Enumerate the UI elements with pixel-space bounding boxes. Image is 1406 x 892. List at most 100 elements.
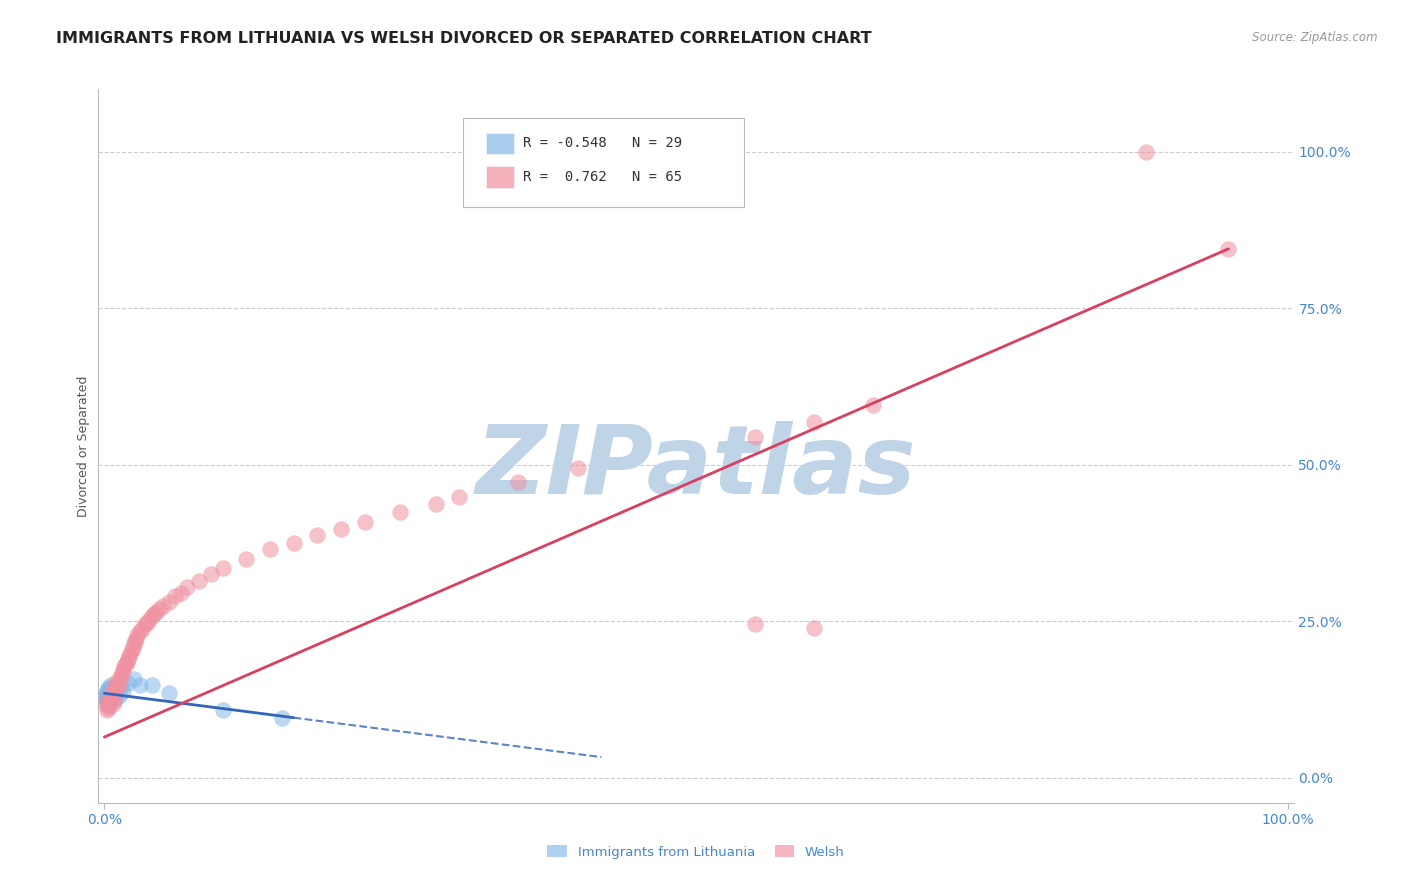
Point <box>803 621 825 635</box>
Point <box>148 601 170 615</box>
Point <box>125 632 148 646</box>
Point <box>97 692 120 706</box>
Point <box>101 684 124 698</box>
Y-axis label: Divorced or Separated: Divorced or Separated <box>77 376 90 516</box>
Point <box>104 690 127 705</box>
Point <box>143 607 166 621</box>
Point <box>107 678 129 692</box>
Point <box>115 655 138 669</box>
Point <box>108 672 131 686</box>
Point <box>114 657 136 671</box>
Point <box>100 690 122 705</box>
FancyBboxPatch shape <box>485 133 515 154</box>
Point <box>270 711 292 725</box>
Point <box>121 642 143 657</box>
Text: R =  0.762   N = 65: R = 0.762 N = 65 <box>523 170 682 184</box>
Point <box>105 673 128 688</box>
Point <box>97 681 120 696</box>
Point <box>744 617 766 632</box>
Point <box>122 672 145 686</box>
Point <box>103 681 125 696</box>
Point <box>307 528 329 542</box>
Point <box>235 551 257 566</box>
Point <box>157 686 180 700</box>
Point <box>98 690 121 704</box>
Point <box>353 516 375 530</box>
Point <box>111 665 134 680</box>
Point <box>134 617 156 632</box>
Point <box>117 675 139 690</box>
Point <box>200 567 222 582</box>
Point <box>105 684 128 698</box>
Point <box>567 461 589 475</box>
Point <box>170 586 193 600</box>
Point <box>128 678 150 692</box>
Point <box>283 536 305 550</box>
Point <box>110 680 132 694</box>
Point <box>94 692 117 706</box>
Point <box>110 669 132 683</box>
Point <box>1218 242 1240 256</box>
Point <box>121 640 143 655</box>
Point <box>259 542 281 557</box>
Point <box>145 605 167 619</box>
Point <box>141 609 163 624</box>
Point <box>96 694 118 708</box>
Point <box>188 574 211 588</box>
Point <box>94 686 117 700</box>
Point <box>97 700 120 714</box>
Point <box>98 688 121 702</box>
Point <box>152 599 174 613</box>
Point <box>101 697 124 711</box>
Text: Source: ZipAtlas.com: Source: ZipAtlas.com <box>1253 31 1378 45</box>
Point <box>97 697 120 711</box>
Point <box>103 680 125 694</box>
Point <box>100 685 122 699</box>
Point <box>94 690 117 704</box>
Point <box>100 678 122 692</box>
Point <box>98 690 121 705</box>
Point <box>744 429 766 443</box>
Point <box>141 678 163 692</box>
Point <box>104 692 127 706</box>
FancyBboxPatch shape <box>485 166 515 187</box>
Point <box>1135 145 1157 159</box>
Point <box>96 690 118 705</box>
Legend: Immigrants from Lithuania, Welsh: Immigrants from Lithuania, Welsh <box>541 840 851 864</box>
Point <box>862 398 884 412</box>
Point <box>136 615 159 630</box>
Text: ZIPatlas: ZIPatlas <box>475 421 917 514</box>
FancyBboxPatch shape <box>463 118 744 207</box>
Point <box>98 696 121 710</box>
Point <box>425 497 447 511</box>
Point <box>211 703 233 717</box>
Point <box>157 595 180 609</box>
Point <box>98 694 121 708</box>
Point <box>97 688 120 702</box>
Point <box>114 659 136 673</box>
Point <box>120 647 142 661</box>
Point <box>138 613 160 627</box>
Point <box>211 561 233 575</box>
Point <box>117 652 139 666</box>
Text: R = -0.548   N = 29: R = -0.548 N = 29 <box>523 136 682 151</box>
Point <box>389 505 412 519</box>
Point <box>124 634 146 648</box>
Point <box>122 636 145 650</box>
Point <box>176 580 198 594</box>
Point <box>96 684 118 698</box>
Point <box>107 690 129 704</box>
Point <box>105 678 128 692</box>
Point <box>112 663 135 677</box>
Point <box>165 589 187 603</box>
Point <box>131 622 153 636</box>
Point <box>98 680 121 694</box>
Point <box>96 703 118 717</box>
Point <box>94 697 117 711</box>
Point <box>98 698 121 713</box>
Point <box>118 648 141 663</box>
Point <box>112 684 135 698</box>
Point <box>449 491 471 505</box>
Point <box>105 686 128 700</box>
Text: IMMIGRANTS FROM LITHUANIA VS WELSH DIVORCED OR SEPARATED CORRELATION CHART: IMMIGRANTS FROM LITHUANIA VS WELSH DIVOR… <box>56 31 872 46</box>
